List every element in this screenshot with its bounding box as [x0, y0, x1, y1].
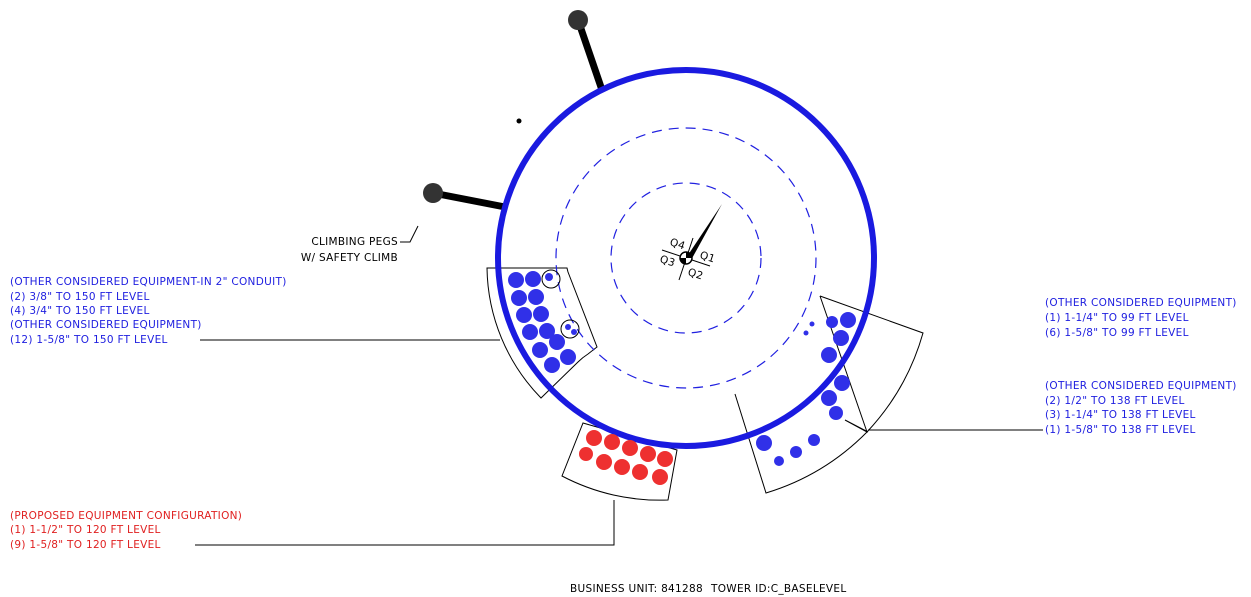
footer-business-unit: BUSINESS UNIT: 841288 [570, 583, 703, 595]
pegs-label: CLIMBING PEGS [311, 236, 398, 248]
equipment-label: (12) 1-5/8" TO 150 FT LEVEL [10, 334, 168, 346]
cable-group-proposed [579, 430, 673, 485]
cable [821, 347, 837, 363]
cable [549, 334, 565, 350]
cable [544, 357, 560, 373]
proposed-label: (9) 1-5/8" TO 120 FT LEVEL [10, 539, 161, 551]
leader [195, 500, 615, 546]
cable [640, 446, 656, 462]
cable-small [809, 321, 815, 327]
cable [821, 390, 837, 406]
cable [586, 430, 602, 446]
equipment-label: (4) 3/4" TO 150 FT LEVEL [10, 305, 150, 317]
cable-small [571, 329, 577, 335]
dashed-circle [555, 127, 817, 389]
equipment-label: (1) 1-1/4" TO 99 FT LEVEL [1045, 312, 1189, 324]
proposed-label: (1) 1-1/2" TO 120 FT LEVEL [10, 524, 161, 536]
cable [840, 312, 856, 328]
cable [560, 349, 576, 365]
cable [614, 459, 630, 475]
quadrant-label: Q1 [698, 249, 716, 265]
equipment-label: (3) 1-1/4" TO 138 FT LEVEL [1045, 409, 1196, 421]
peg-ball [423, 183, 443, 203]
center-fill [680, 252, 692, 264]
cable [516, 307, 532, 323]
equipment-label: (OTHER CONSIDERED EQUIPMENT) [10, 319, 202, 331]
quadrant-label: Q3 [658, 253, 676, 269]
cable [532, 342, 548, 358]
cable [528, 289, 544, 305]
dashed-circle [610, 182, 762, 334]
cable [511, 290, 527, 306]
dot [516, 118, 522, 124]
equipment-label: (2) 3/8" TO 150 FT LEVEL [10, 291, 150, 303]
cable [522, 324, 538, 340]
cable [652, 469, 668, 485]
footer-tower-id: TOWER ID:C_BASELEVEL [710, 583, 846, 595]
cable [833, 330, 849, 346]
cable [632, 464, 648, 480]
cable [622, 440, 638, 456]
quadrant-label: Q2 [686, 266, 704, 282]
peg [432, 189, 506, 211]
tower-outline [495, 67, 877, 449]
cable-small [803, 330, 809, 336]
cable [657, 451, 673, 467]
cable [533, 306, 549, 322]
quadrant-label: Q4 [668, 236, 687, 252]
sector-proposed [561, 422, 678, 501]
cable-small [545, 273, 553, 281]
cable [834, 375, 850, 391]
cable-small [565, 324, 571, 330]
equipment-label: (OTHER CONSIDERED EQUIPMENT) [1045, 297, 1237, 309]
equipment-label: (1) 1-5/8" TO 138 FT LEVEL [1045, 424, 1196, 436]
peg-ball [568, 10, 588, 30]
peg [574, 18, 606, 92]
cable [539, 323, 555, 339]
sector-left [486, 267, 598, 399]
conduit [560, 319, 580, 339]
north-arrow [686, 204, 722, 262]
cable [596, 454, 612, 470]
cable-group-right [756, 312, 856, 466]
cable-group-left [508, 271, 577, 373]
cable [604, 434, 620, 450]
cable [579, 447, 593, 461]
sector-right [734, 295, 868, 494]
cable [826, 316, 838, 328]
cable [756, 435, 772, 451]
proposed-label: (PROPOSED EQUIPMENT CONFIGURATION) [10, 510, 242, 522]
cable [808, 434, 820, 446]
equipment-label: (OTHER CONSIDERED EQUIPMENT) [1045, 380, 1237, 392]
pegs-label: W/ SAFETY CLIMB [301, 252, 398, 264]
cable [525, 271, 541, 287]
cable [508, 272, 524, 288]
conduit [541, 269, 561, 289]
equipment-label: (2) 1/2" TO 138 FT LEVEL [1045, 395, 1185, 407]
equipment-label: (OTHER CONSIDERED EQUIPMENT-IN 2" CONDUI… [10, 276, 287, 288]
leader [400, 225, 419, 243]
cable [790, 446, 802, 458]
cable [829, 406, 843, 420]
cable [774, 456, 784, 466]
equipment-label: (6) 1-5/8" TO 99 FT LEVEL [1045, 327, 1189, 339]
